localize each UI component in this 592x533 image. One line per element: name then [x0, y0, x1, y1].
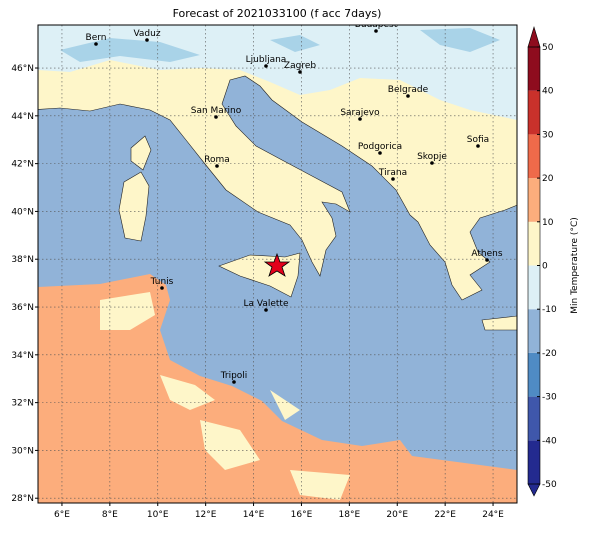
city-dot	[215, 164, 219, 168]
colorbar-tick-label: -40	[542, 436, 557, 446]
x-tick-label: 10°E	[147, 510, 169, 520]
colorbar-extend-top	[527, 25, 541, 48]
x-tick-label: 16°E	[291, 510, 313, 520]
city-label: Podgorica	[358, 142, 402, 152]
colorbar-band	[528, 265, 540, 310]
city-dot	[264, 64, 268, 68]
colorbar-band	[528, 178, 540, 222]
city-dot	[391, 177, 395, 181]
colorbar-label: Min Temperature (°C)	[570, 217, 580, 314]
city-dot	[476, 144, 480, 148]
city-label: Skopje	[417, 152, 447, 162]
city-label: Budapest	[355, 20, 398, 30]
colorbar-band	[528, 309, 540, 353]
city-dot	[160, 286, 164, 290]
city-dot	[264, 308, 268, 312]
city-label: Bern	[86, 33, 107, 43]
city-dot	[378, 151, 382, 155]
x-tick-label: 22°E	[434, 510, 456, 520]
cold-zone	[60, 28, 500, 62]
city-label: Sofia	[467, 135, 489, 145]
city-label: Tunis	[150, 277, 174, 287]
colorbar-band	[528, 47, 540, 91]
colorbar-tick-label: 50	[542, 43, 554, 53]
sardinia	[118, 171, 150, 242]
event-star	[263, 252, 291, 277]
x-tick-label: 12°E	[195, 510, 217, 520]
map-frame	[37, 24, 518, 504]
y-tick-label: 44°N	[11, 112, 34, 122]
city-label: Vaduz	[133, 29, 160, 39]
city-dot	[214, 115, 218, 119]
city-label: Athens	[471, 249, 502, 259]
colorbar-band	[528, 134, 540, 179]
city-label: Tirana	[378, 168, 407, 178]
colorbar-tick-label: 30	[542, 130, 554, 140]
colorbar-tick-label: -20	[542, 349, 557, 359]
chart-title: Forecast of 2021033100 (f acc 7days)	[173, 7, 382, 20]
colorbar-band	[528, 90, 540, 135]
x-tick-label: 6°E	[54, 510, 70, 520]
colorbar-band	[528, 440, 540, 484]
colorbar-tick-label: 40	[542, 87, 554, 97]
colorbar-tick-label: 0	[542, 262, 548, 272]
colorbar-extend-bottom	[527, 483, 541, 497]
y-tick-label: 28°N	[11, 494, 34, 504]
x-tick-label: 18°E	[339, 510, 361, 520]
y-tick-label: 46°N	[11, 64, 34, 74]
city-label: Sarajevo	[340, 108, 380, 118]
city-label: Zagreb	[284, 61, 316, 71]
africa-cool-patch	[100, 292, 350, 500]
y-tick-label: 34°N	[11, 351, 34, 361]
y-tick-label: 36°N	[11, 303, 34, 313]
colorbar-tick-label: 10	[542, 218, 554, 228]
city-dot	[232, 380, 236, 384]
city-dot	[298, 70, 302, 74]
colorbar-band	[528, 396, 540, 441]
y-tick-label: 30°N	[11, 446, 34, 456]
x-tick-label: 14°E	[243, 510, 265, 520]
colorbar-tick-label: 20	[542, 174, 554, 184]
city-label: Ljubljana	[246, 55, 287, 65]
axes: 6°E 8°E 10°E 12°E 14°E 16°E 18°E 20°E 22°E 24°E 28…	[11, 64, 504, 520]
city-label: Roma	[204, 155, 230, 165]
x-tick-label: 24°E	[482, 510, 504, 520]
colorbar-band	[528, 221, 540, 266]
colorbar: -50 -40 -30 -20 -10 0 10 20 30 40 50 Min Temperatur…	[527, 25, 580, 497]
city-dot	[374, 29, 378, 33]
city-dot	[485, 258, 489, 262]
crete	[481, 315, 517, 331]
colorbar-band	[528, 352, 540, 397]
y-tick-label: 42°N	[11, 160, 34, 170]
y-tick-label: 40°N	[11, 207, 34, 217]
city-label: Tripoli	[220, 371, 248, 381]
colorbar-tick-label: -50	[542, 480, 557, 490]
city-dot	[430, 161, 434, 165]
y-tick-label: 38°N	[11, 255, 34, 265]
city-dot	[94, 42, 98, 46]
city-dot	[145, 38, 149, 42]
y-tick-label: 32°N	[11, 399, 34, 409]
x-tick-label: 20°E	[386, 510, 408, 520]
city-label: San Marino	[191, 106, 242, 116]
colorbar-tick-label: -10	[542, 305, 557, 315]
x-tick-label: 8°E	[102, 510, 118, 520]
city-label: La Valette	[244, 299, 289, 309]
city-label: Belgrade	[388, 85, 429, 95]
city-dot	[358, 117, 362, 121]
colorbar-tick-label: -30	[542, 393, 557, 403]
corsica	[130, 135, 152, 171]
city-dot	[406, 94, 410, 98]
